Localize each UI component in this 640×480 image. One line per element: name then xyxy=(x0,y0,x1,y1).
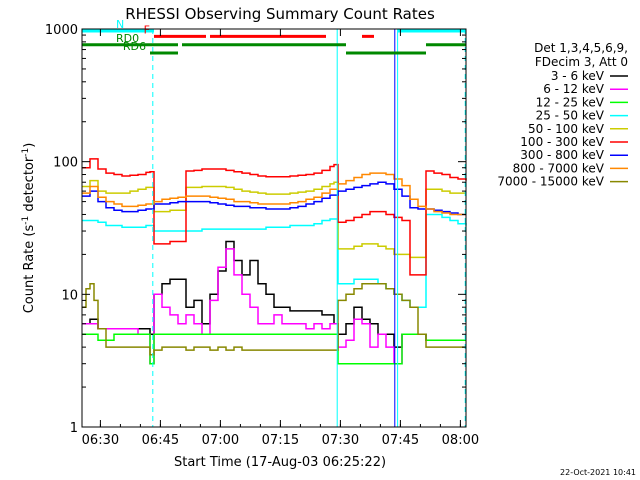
x-tick-label: 08:00 xyxy=(442,433,479,448)
plot-frame xyxy=(81,28,467,428)
legend-label-300-800-kev: 300 - 800 keV xyxy=(520,148,604,162)
legend-label-12-25-kev: 12 - 25 keV xyxy=(536,95,605,109)
series-line-3-6-kev xyxy=(82,240,466,348)
x-tick-label: 07:15 xyxy=(262,433,299,448)
legend-header-line-2: FDecim 3, Att 0 xyxy=(535,55,628,69)
legend-label-3-6-kev: 3 - 6 keV xyxy=(551,69,605,83)
x-axis-label: Start Time (17-Aug-03 06:25:22) xyxy=(174,455,386,470)
x-tick-label: 06:30 xyxy=(82,433,119,448)
legend-label-50-100-kev: 50 - 100 keV xyxy=(528,122,605,136)
flag-label-n: N xyxy=(116,18,124,31)
series-line-800-7000-kev xyxy=(82,172,466,216)
y-axis-label: Count Rate (s-1 detector-1) xyxy=(21,143,37,314)
flag-label-rd6: RD6 xyxy=(123,40,146,53)
series-layer xyxy=(82,158,467,365)
x-tick-label: 06:45 xyxy=(142,433,179,448)
legend-header-line-1: Det 1,3,4,5,6,9, xyxy=(534,41,628,55)
y-axis-ticks: 1 10 100 1000 xyxy=(45,23,466,436)
series-line-300-800-kev xyxy=(82,181,466,216)
series-line-50-100-kev xyxy=(82,179,466,259)
legend: Det 1,3,4,5,6,9, FDecim 3, Att 0 3 - 6 k… xyxy=(497,41,628,189)
legend-label-100-300-kev: 100 - 300 keV xyxy=(520,135,604,149)
series-line-12-25-kev xyxy=(82,333,466,365)
x-tick-label: 07:00 xyxy=(202,433,239,448)
series-line-6-12-kev xyxy=(82,248,466,365)
legend-label-25-50-kev: 25 - 50 keV xyxy=(536,109,605,123)
flag-label-rd0: RD0 xyxy=(116,32,139,45)
y-tick-label: 10 xyxy=(61,288,78,303)
series-line-7000-15000-kev xyxy=(82,283,466,356)
y-tick-label: 100 xyxy=(53,156,78,171)
generation-timestamp: 22-Oct-2021 10:41 xyxy=(560,468,636,477)
legend-label-7000-15000-kev: 7000 - 15000 keV xyxy=(497,175,604,189)
x-tick-label: 07:45 xyxy=(382,433,419,448)
y-tick-label: 1 xyxy=(70,421,78,436)
y-tick-label: 1000 xyxy=(45,23,78,38)
x-tick-label: 07:30 xyxy=(322,433,359,448)
chart-title: RHESSI Observing Summary Count Rates xyxy=(125,5,435,23)
flag-label-f: F xyxy=(144,23,150,36)
x-axis-ticks: 06:30 06:45 07:00 07:15 07:30 07:45 08:00 xyxy=(82,29,479,448)
series-line-100-300-kev xyxy=(82,158,467,276)
legend-label-6-12-kev: 6 - 12 keV xyxy=(543,82,605,96)
legend-label-800-7000-kev: 800 - 7000 keV xyxy=(513,161,605,175)
